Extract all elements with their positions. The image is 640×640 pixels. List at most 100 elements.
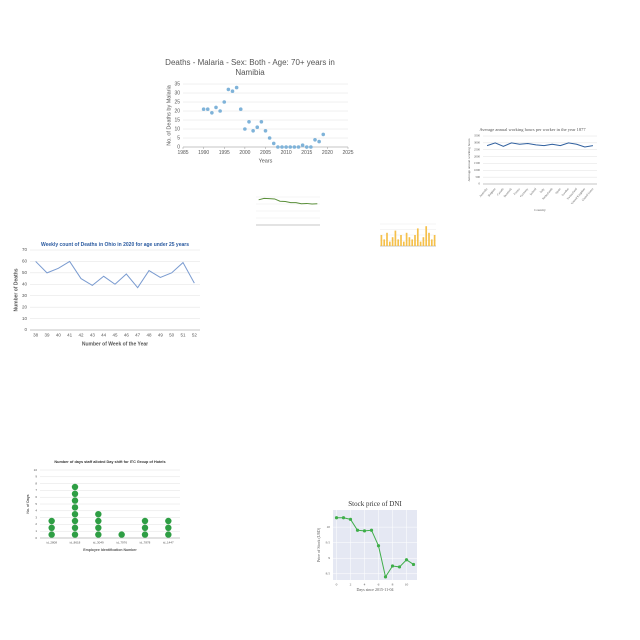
point (205, 107, 210, 111)
x-tick-label: Italy (539, 187, 546, 194)
marker (362, 529, 367, 533)
x-tick-label: 48 (146, 332, 152, 337)
point (259, 120, 264, 124)
chart (256, 196, 320, 226)
y-tick-label: 0 (24, 327, 27, 332)
point (201, 107, 206, 111)
x-tick-label: Spain (554, 187, 562, 195)
dot (71, 517, 79, 525)
bar (433, 235, 436, 246)
chart-title: Average annual working hours per worker … (479, 127, 586, 132)
x-tick-label: Germany (519, 187, 530, 199)
y-axis-label: No. of Deaths by Malaria (166, 84, 172, 145)
x-tick-label: 4 (364, 583, 366, 587)
y-tick-label: 8 (35, 481, 37, 485)
y-tick-label: 9.5 (326, 540, 331, 544)
y-tick-label: 1500 (474, 161, 481, 165)
dot (118, 531, 125, 538)
chart-title: Weekly count of Deaths in Ohio in 2020 f… (40, 242, 189, 248)
x-tick-label: 2010 (281, 150, 292, 156)
x-tick-label: 1990 (198, 150, 209, 156)
point (238, 107, 243, 111)
point (226, 87, 231, 92)
point (313, 138, 317, 142)
dot-column (95, 511, 102, 538)
y-tick-label: 15 (174, 117, 180, 123)
bar (380, 235, 383, 246)
y-tick-label: 1000 (474, 168, 481, 172)
point (288, 145, 293, 149)
y-tick-label: 20 (22, 304, 28, 309)
x-tick-label: 50 (169, 332, 175, 337)
x-tick-label: 2015 (301, 150, 312, 156)
y-tick-label: 5 (177, 135, 180, 141)
y-tick-label: 5 (35, 502, 37, 506)
y-tick-label: 0 (479, 182, 481, 186)
y-tick-label: 60 (22, 259, 28, 264)
point (214, 105, 218, 110)
dot (95, 531, 102, 538)
y-axis-label: Number of Deaths (13, 268, 19, 311)
marker (376, 544, 381, 548)
y-tick-label: 20 (174, 108, 180, 114)
marker (383, 575, 388, 579)
bar (394, 230, 397, 246)
y-tick-label: 500 (476, 175, 481, 179)
marker (334, 516, 339, 520)
y-tick-label: 0 (35, 536, 37, 540)
y-axis-label: No. of Days (26, 494, 30, 513)
y-tick-label: 25 (174, 99, 180, 105)
point (271, 141, 276, 146)
point (317, 139, 321, 144)
x-tick-label: 6 (378, 583, 380, 587)
x-tick-label: 2 (350, 583, 352, 587)
dot (95, 524, 102, 531)
bar (414, 235, 416, 246)
y-tick-label: 6 (35, 495, 37, 499)
dot-column (48, 517, 55, 538)
point (296, 145, 301, 149)
bar (405, 232, 408, 246)
marker (411, 562, 416, 567)
y-tick-label: 30 (174, 90, 180, 96)
dot (141, 517, 149, 525)
bar (422, 237, 425, 246)
point (267, 136, 272, 140)
y-tick-label: 3 (35, 515, 37, 519)
chart (380, 223, 436, 247)
y-tick-label: 50 (22, 270, 28, 275)
x-tick-label: id_3049 (93, 540, 104, 544)
x-axis-label: Days since 2015-11-04 (357, 587, 394, 592)
bar (416, 228, 419, 246)
dot (71, 511, 79, 518)
x-tick-label: id_7976 (116, 540, 127, 544)
x-tick-label: France (513, 187, 522, 196)
x-axis-label: Number of Week of the Year (82, 341, 148, 347)
line (35, 260, 195, 289)
x-tick-label: Denmark (503, 187, 514, 199)
point (284, 145, 288, 149)
y-tick-label: 3000 (474, 141, 481, 145)
dot-column (71, 483, 79, 538)
chart: 0 1 2 3 4 5 6 7 8 9 10 id_2808 id_8618 id_3049 id_7976… (26, 468, 180, 552)
dot (71, 490, 79, 497)
bar (408, 237, 411, 246)
y-tick-label: 9 (35, 475, 37, 479)
x-tick-label: id_2808 (46, 540, 57, 544)
marker (348, 517, 353, 521)
marker (369, 528, 374, 532)
point (255, 125, 260, 129)
marker (355, 528, 360, 532)
x-tick-label: 1985 (177, 150, 188, 156)
chart-title: Stock price of DNI (348, 500, 402, 508)
dot (165, 531, 172, 538)
point (280, 145, 284, 149)
point (321, 132, 326, 137)
x-axis-label: Years (259, 158, 273, 164)
y-tick-label: 30 (22, 293, 28, 298)
y-tick-label: 10 (327, 525, 331, 529)
x-tick-label: Canada (496, 187, 505, 197)
x-tick-label: 44 (101, 332, 107, 337)
line (258, 197, 318, 205)
